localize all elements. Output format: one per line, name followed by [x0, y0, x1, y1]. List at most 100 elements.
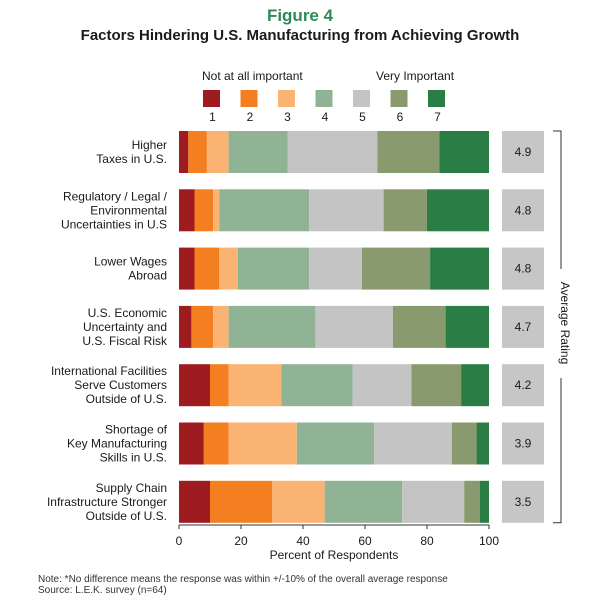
- bar-segment-row5-rating6: [411, 364, 462, 407]
- average-rating-value-row3: 4.8: [515, 262, 532, 276]
- bar-segment-row2-rating1: [179, 189, 195, 232]
- average-rating-boxes: 4.9 4.8 4.8 4.7 4.2 3.9 3.5: [502, 131, 544, 523]
- bar-segment-row4-rating2: [191, 305, 214, 348]
- bar-segment-row2-rating5: [309, 189, 384, 232]
- chart-title: Factors Hindering U.S. Manufacturing fro…: [80, 27, 520, 44]
- average-rating-box-row3: [502, 247, 544, 290]
- bar-segment-row3-rating7: [430, 247, 489, 290]
- category-label-row4-line1: U.S. Economic: [88, 306, 167, 320]
- category-label-row2-line2: Environmental: [90, 203, 167, 217]
- average-rating-value-row7: 3.5: [515, 495, 532, 509]
- category-label-row4-line3: U.S. Fiscal Risk: [82, 334, 168, 348]
- bar-segment-row6-rating1: [179, 422, 204, 465]
- average-rating-box-row7: [502, 480, 544, 523]
- footnote: Note: *No difference means the response …: [38, 574, 448, 585]
- bar-segment-row6-rating2: [203, 422, 229, 465]
- legend-swatch-3: [278, 90, 295, 107]
- legend-swatch-4: [315, 90, 333, 107]
- category-label-row7-line3: Outside of U.S.: [86, 509, 167, 523]
- x-axis: 0 20 40 60 80 100: [176, 524, 499, 548]
- bar-segment-row5-rating3: [228, 364, 282, 407]
- category-label-row2-line1: Regulatory / Legal /: [63, 189, 168, 203]
- x-tick-label-80: 80: [420, 534, 434, 548]
- legend-label-5: 5: [359, 110, 366, 124]
- category-label-row7-line2: Infrastructure Stronger: [47, 495, 167, 509]
- bars: [179, 131, 489, 523]
- category-label-row3-line1: Lower Wages: [94, 255, 167, 269]
- bar-segment-row4-rating7: [445, 305, 489, 348]
- bar-segment-row7-rating6: [464, 480, 480, 523]
- bar-segment-row3-rating5: [309, 247, 362, 290]
- category-label-row6-line1: Shortage of: [105, 423, 168, 437]
- average-rating-box-row2: [502, 189, 544, 232]
- bar-segment-row3-rating2: [194, 247, 220, 290]
- legend-label-7: 7: [434, 110, 441, 124]
- source-note: Source: L.E.K. survey (n=64): [38, 585, 167, 596]
- average-rating-box-row6: [502, 422, 544, 465]
- legend-label-4: 4: [322, 110, 329, 124]
- bar-segment-row5-rating5: [352, 364, 412, 407]
- bar-segment-row7-rating3: [272, 480, 325, 523]
- category-label-row5-line1: International Facilities: [51, 364, 167, 378]
- legend-label-6: 6: [397, 110, 404, 124]
- bar-segment-row6-rating4: [296, 422, 375, 465]
- x-axis-title: Percent of Respondents: [270, 548, 399, 562]
- bar-segment-row4-rating6: [392, 305, 446, 348]
- bar-segment-row1-rating3: [206, 131, 229, 173]
- bar-segment-row7-rating2: [210, 480, 272, 523]
- bar-segment-row2-rating4: [219, 189, 310, 232]
- bar-segment-row3-rating3: [219, 247, 238, 290]
- legend-label-3: 3: [284, 110, 291, 124]
- average-rating-value-row5: 4.2: [515, 378, 532, 392]
- bar-segment-row1-rating6: [377, 131, 440, 173]
- bar-segment-row7-rating7: [479, 480, 489, 523]
- legend-swatch-5: [353, 90, 370, 107]
- bar-segment-row1-rating4: [228, 131, 288, 173]
- average-rating-box-row4: [502, 305, 544, 348]
- x-tick-label-100: 100: [479, 534, 499, 548]
- category-label-row3-line2: Abroad: [128, 269, 167, 283]
- average-rating-value-row2: 4.8: [515, 203, 532, 217]
- x-tick-label-60: 60: [358, 534, 372, 548]
- legend-high-label: Very Important: [376, 69, 455, 83]
- average-rating-box-row5: [502, 364, 544, 407]
- average-rating-value-row4: 4.7: [515, 320, 532, 334]
- bar-segment-row4-rating1: [179, 305, 192, 348]
- bar-segment-row2-rating3: [213, 189, 220, 232]
- bar-segment-row1-rating1: [179, 131, 189, 173]
- average-rating-value-row6: 3.9: [515, 437, 532, 451]
- bar-segment-row7-rating5: [402, 480, 465, 523]
- category-label-row5-line2: Serve Customers: [74, 378, 167, 392]
- bar-segment-row2-rating2: [194, 189, 214, 232]
- category-label-row2-line3: Uncertainties in U.S: [61, 217, 167, 231]
- legend: Not at all important Very Important 1 2 3 4…: [202, 69, 455, 124]
- x-tick-label-0: 0: [176, 534, 183, 548]
- bar-segment-row4-rating5: [315, 305, 393, 348]
- category-label-row4-line2: Uncertainty and: [83, 320, 167, 334]
- x-tick-label-40: 40: [296, 534, 310, 548]
- bar-segment-row7-rating1: [179, 480, 210, 523]
- bar-segment-row6-rating5: [374, 422, 452, 465]
- legend-swatch-7: [428, 90, 445, 107]
- category-label-row1-line1: Higher: [132, 138, 167, 152]
- figure-label: Figure 4: [266, 6, 334, 25]
- bar-segment-row3-rating4: [237, 247, 310, 290]
- bar-segment-row6-rating7: [476, 422, 489, 465]
- category-label-row1-line2: Taxes in U.S.: [96, 152, 167, 166]
- legend-swatch-1: [203, 90, 220, 107]
- legend-swatch-2: [240, 90, 258, 107]
- average-rating-title: Average Rating: [558, 282, 572, 365]
- bracket-line: [553, 130, 562, 524]
- bar-segment-row2-rating7: [427, 189, 489, 232]
- bar-segment-row4-rating3: [213, 305, 229, 348]
- legend-swatch-6: [390, 90, 408, 107]
- bar-segment-row5-rating2: [210, 364, 229, 407]
- average-rating-value-row1: 4.9: [515, 145, 532, 159]
- bar-segment-row4-rating4: [228, 305, 316, 348]
- category-label-row6-line2: Key Manufacturing: [67, 437, 167, 451]
- legend-label-1: 1: [209, 110, 216, 124]
- category-label-row5-line3: Outside of U.S.: [86, 392, 167, 406]
- bar-segment-row1-rating5: [287, 131, 378, 173]
